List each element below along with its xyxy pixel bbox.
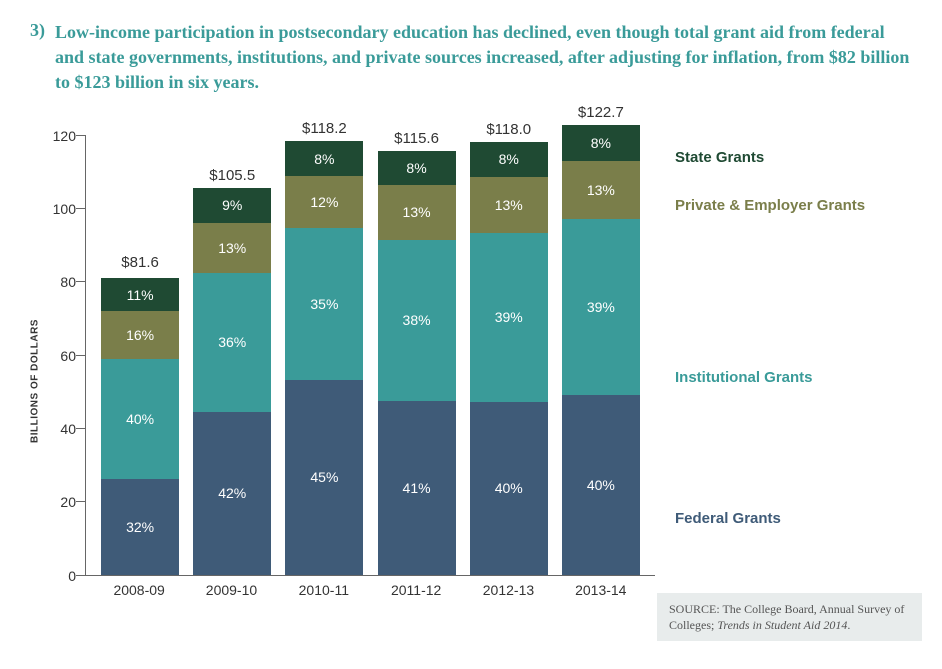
x-tick-label: 2011-12 <box>377 582 455 598</box>
bar-segment-federal: 40% <box>470 402 548 575</box>
bar-segment-institutional: 36% <box>193 273 271 412</box>
heading-text: Low-income participation in postsecondar… <box>55 20 912 96</box>
y-tick <box>76 355 86 356</box>
bar-segment-institutional: 38% <box>378 240 456 401</box>
bar-segment-state: 9% <box>193 188 271 223</box>
x-tick-label: 2013-14 <box>562 582 640 598</box>
y-tick <box>76 428 86 429</box>
bar-column: $115.6 41%38%13%8% <box>378 130 456 575</box>
source-suffix: . <box>847 618 850 632</box>
bar-segment-state: 8% <box>562 125 640 161</box>
bar-segment-private: 13% <box>193 223 271 273</box>
bar-total-label: $115.6 <box>394 130 439 147</box>
bar-segment-federal: 41% <box>378 401 456 575</box>
bar-segment-private: 13% <box>378 185 456 240</box>
bar-segment-federal: 40% <box>562 395 640 575</box>
legend-item-federal: Federal Grants <box>675 510 781 527</box>
bar-total-label: $118.2 <box>302 120 347 137</box>
bar-segment-state: 8% <box>470 142 548 177</box>
y-tick <box>76 208 86 209</box>
y-tick-label: 0 <box>46 568 76 584</box>
bar-column: $81.6 32%40%16%11% <box>101 254 179 574</box>
bar-segment-state: 8% <box>378 151 456 185</box>
x-tick-label: 2010-11 <box>285 582 363 598</box>
bar-segment-institutional: 39% <box>562 219 640 394</box>
bar-column: $118.0 40%39%13%8% <box>470 121 548 575</box>
heading-number: 3) <box>30 20 45 96</box>
y-axis-label: BILLIONS OF DOLLARS <box>30 319 41 443</box>
x-tick-label: 2009-10 <box>192 582 270 598</box>
bars-row: $81.632%40%16%11%$105.542%36%13%9%$118.2… <box>86 136 655 575</box>
bar-segment-institutional: 39% <box>470 233 548 402</box>
bar-segment-federal: 45% <box>285 380 363 575</box>
bar-segment-private: 13% <box>562 161 640 219</box>
y-tick <box>76 135 86 136</box>
bar-stack: 40%39%13%8% <box>470 142 548 575</box>
bar-segment-federal: 32% <box>101 479 179 575</box>
bar-stack: 32%40%16%11% <box>101 275 179 574</box>
chart-container: BILLIONS OF DOLLARS $81.632%40%16%11%$10… <box>85 136 912 626</box>
legend-item-state: State Grants <box>675 149 764 166</box>
bar-column: $122.7 40%39%13%8% <box>562 104 640 575</box>
x-axis-labels: 2008-09 2009-10 2010-11 2011-12 2012-13 2013-… <box>85 576 655 598</box>
x-tick-label: 2008-09 <box>100 582 178 598</box>
x-tick-label: 2012-13 <box>469 582 547 598</box>
bar-stack: 42%36%13%9% <box>193 188 271 575</box>
bar-column: $118.2 45%35%12%8% <box>285 120 363 574</box>
bar-segment-institutional: 40% <box>101 359 179 479</box>
legend: State Grants Private & Employer Grants Ins… <box>675 136 935 576</box>
bar-stack: 45%35%12%8% <box>285 141 363 574</box>
source-citation: SOURCE: The College Board, Annual Survey… <box>657 593 922 641</box>
bar-total-label: $105.5 <box>209 167 255 184</box>
chart-heading: 3) Low-income participation in postsecon… <box>30 20 912 96</box>
plot-area: $81.632%40%16%11%$105.542%36%13%9%$118.2… <box>85 136 655 576</box>
bar-column: $105.5 42%36%13%9% <box>193 167 271 575</box>
bar-segment-private: 12% <box>285 176 363 228</box>
bar-segment-federal: 42% <box>193 412 271 574</box>
y-tick <box>76 501 86 502</box>
y-tick <box>76 575 86 576</box>
y-tick-label: 20 <box>46 494 76 510</box>
bar-segment-state: 8% <box>285 141 363 176</box>
bar-total-label: $118.0 <box>486 121 531 138</box>
y-tick-label: 40 <box>46 421 76 437</box>
bar-total-label: $81.6 <box>121 254 159 271</box>
bar-stack: 41%38%13%8% <box>378 151 456 575</box>
legend-item-private: Private & Employer Grants <box>675 197 865 214</box>
y-tick-label: 120 <box>46 128 76 144</box>
y-tick-label: 60 <box>46 348 76 364</box>
y-tick <box>76 281 86 282</box>
bar-segment-private: 13% <box>470 177 548 233</box>
y-tick-label: 80 <box>46 274 76 290</box>
bar-stack: 40%39%13%8% <box>562 125 640 575</box>
bar-segment-private: 16% <box>101 311 179 359</box>
bar-segment-institutional: 35% <box>285 228 363 380</box>
bar-total-label: $122.7 <box>578 104 624 121</box>
bar-segment-state: 11% <box>101 278 179 311</box>
legend-item-institutional: Institutional Grants <box>675 369 813 386</box>
source-italic: Trends in Student Aid 2014 <box>717 618 847 632</box>
y-tick-label: 100 <box>46 201 76 217</box>
